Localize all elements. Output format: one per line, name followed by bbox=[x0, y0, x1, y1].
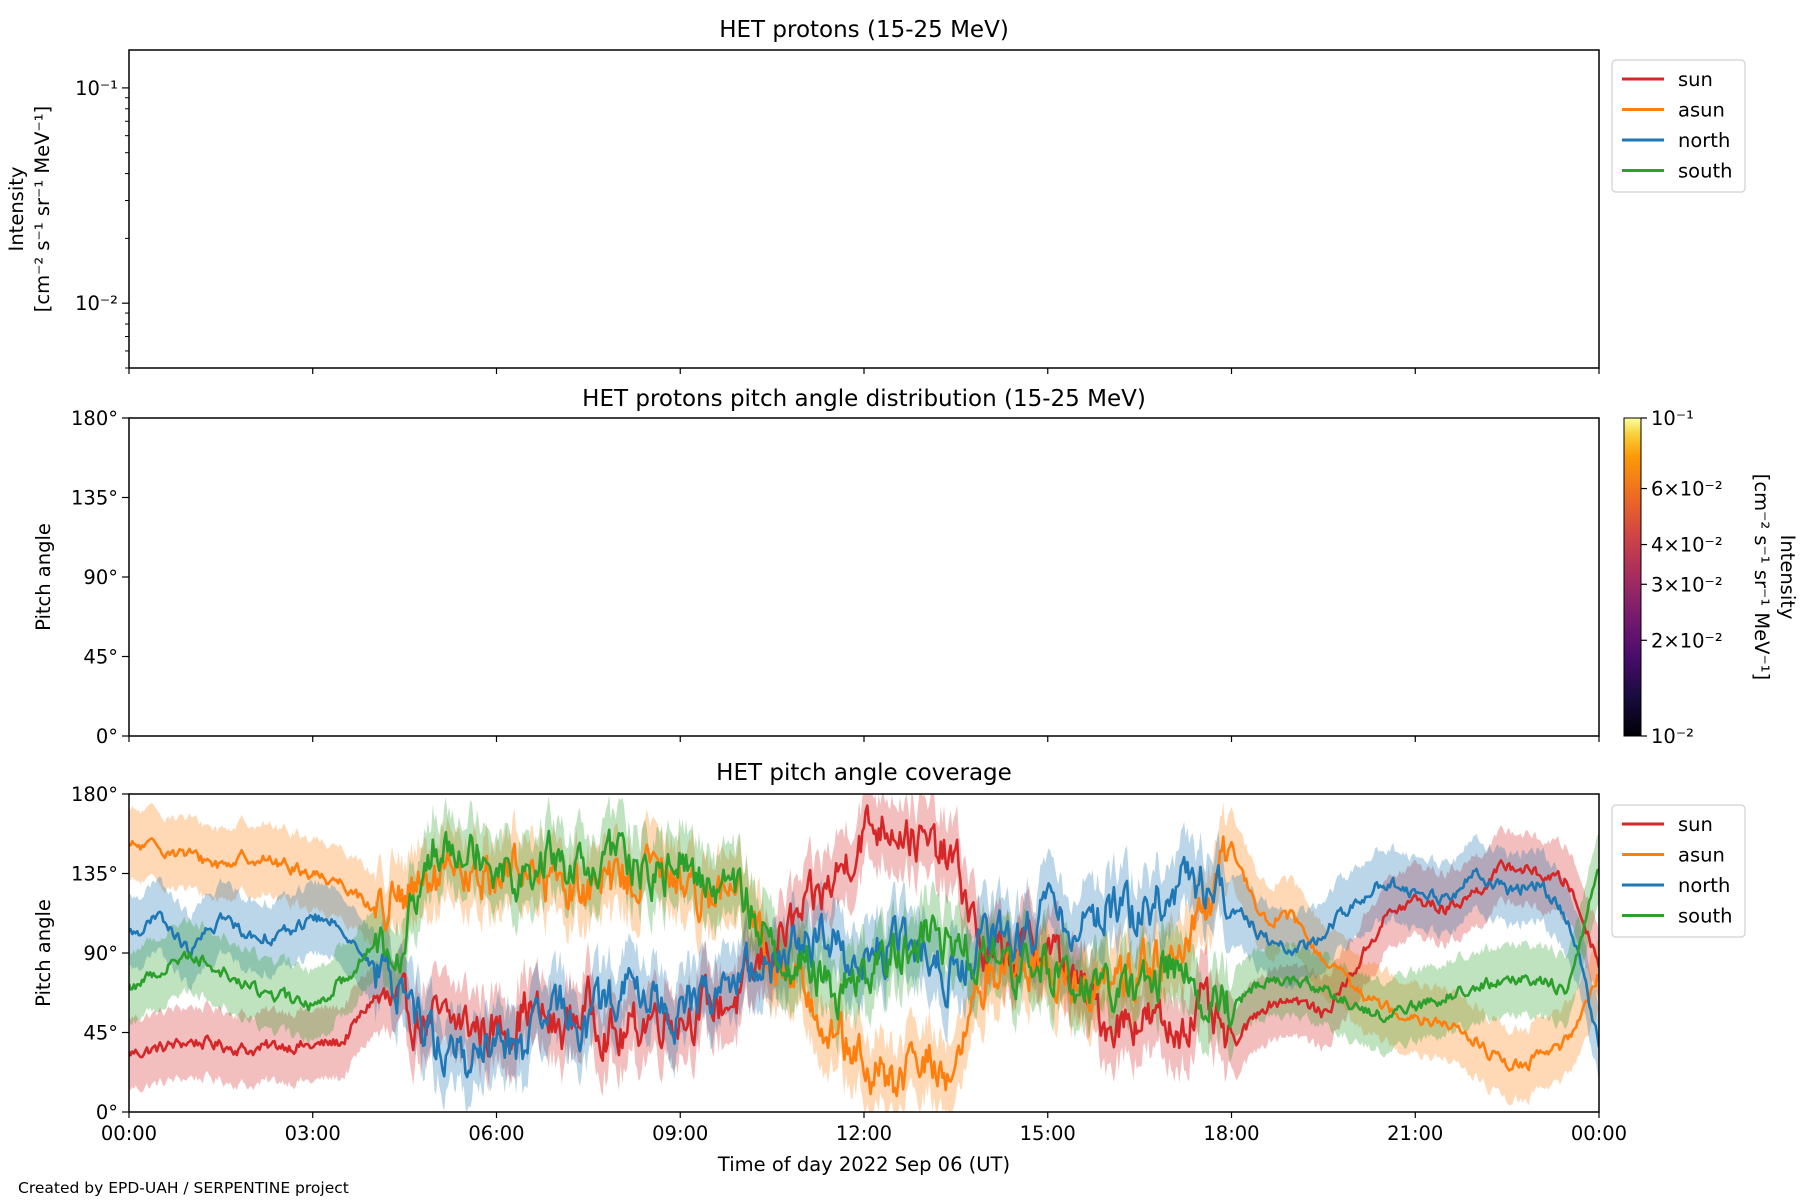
panel1-legend: sun asun north south bbox=[1611, 59, 1746, 193]
y-tick-label: 10⁻² bbox=[75, 292, 118, 315]
panel3-legend: sun asun north south bbox=[1611, 804, 1746, 938]
panel3-y-ticks: 0° 45° 90° 135° 180° bbox=[71, 783, 129, 1124]
y-tick-label: 0° bbox=[96, 725, 118, 748]
coverage-line-north bbox=[129, 855, 1599, 1079]
x-tick-label: 12:00 bbox=[836, 1122, 892, 1145]
x-tick-label: 09:00 bbox=[652, 1122, 708, 1145]
panel-pitch-coverage: HET pitch angle coverage 0° 45° 90° 135° 180… bbox=[32, 760, 1746, 1145]
colorbar-label-line2: [cm⁻² s⁻¹ sr⁻¹ MeV⁻¹] bbox=[1750, 474, 1773, 680]
panel1-ylabel-line2: [cm⁻² s⁻¹ sr⁻¹ MeV⁻¹] bbox=[31, 106, 54, 312]
coverage-line-south bbox=[129, 828, 1599, 1029]
x-axis-label: Time of day 2022 Sep 06 (UT) bbox=[717, 1153, 1010, 1176]
y-tick-label: 90° bbox=[83, 566, 118, 589]
panel-intensity: HET protons (15-25 MeV) 10⁻¹ 10⁻² Intensi… bbox=[5, 17, 1746, 374]
y-tick-label: 180° bbox=[71, 407, 118, 430]
colorbar-tick-label: 10⁻¹ bbox=[1651, 407, 1694, 430]
colorbar-tick-label: 6×10⁻² bbox=[1651, 478, 1723, 501]
legend-label-south: south bbox=[1678, 905, 1732, 928]
panel1-ylabel-line1: Intensity bbox=[5, 167, 28, 252]
x-tick-label: 21:00 bbox=[1387, 1122, 1443, 1145]
x-tick-label: 18:00 bbox=[1203, 1122, 1259, 1145]
panel1-axes-frame bbox=[128, 49, 1600, 369]
x-tick-label: 00:00 bbox=[1571, 1122, 1627, 1145]
legend-label-sun: sun bbox=[1678, 68, 1713, 91]
x-tick-label: 00:00 bbox=[101, 1122, 157, 1145]
colorbar-tick-label: 4×10⁻² bbox=[1651, 534, 1723, 557]
panel2-ylabel: Pitch angle bbox=[32, 523, 55, 631]
coverage-band-south bbox=[129, 794, 1599, 1063]
panel1-y-ticks: 10⁻¹ 10⁻² bbox=[75, 77, 129, 369]
colorbar-tick-label: 3×10⁻² bbox=[1651, 573, 1723, 596]
legend-label-north: north bbox=[1678, 874, 1730, 897]
legend-label-sun: sun bbox=[1678, 813, 1713, 836]
panel3-x-ticks: 00:00 03:00 06:00 09:00 12:00 15:00 18:00 21:00… bbox=[101, 1112, 1627, 1145]
y-tick-label: 180° bbox=[71, 783, 118, 806]
legend-label-north: north bbox=[1678, 129, 1730, 152]
x-tick-label: 06:00 bbox=[468, 1122, 524, 1145]
coverage-line-sun bbox=[129, 804, 1599, 1062]
y-tick-label: 0° bbox=[96, 1101, 118, 1124]
panel2-title: HET protons pitch angle distribution (15… bbox=[582, 386, 1146, 412]
y-tick-label: 135° bbox=[71, 487, 118, 510]
colorbar bbox=[1623, 417, 1642, 737]
credit-text: Created by EPD-UAH / SERPENTINE project bbox=[18, 1179, 349, 1197]
y-tick-label: 135° bbox=[71, 863, 118, 886]
y-tick-label: 45° bbox=[83, 1022, 118, 1045]
panel1-title: HET protons (15-25 MeV) bbox=[719, 17, 1009, 43]
y-tick-label: 90° bbox=[83, 942, 118, 965]
legend-frame bbox=[1611, 804, 1746, 938]
colorbar-label-line1: Intensity bbox=[1776, 535, 1799, 620]
colorbar-tick-label: 10⁻² bbox=[1651, 725, 1694, 748]
x-tick-label: 15:00 bbox=[1020, 1122, 1076, 1145]
coverage-line-asun bbox=[129, 835, 1599, 1098]
panel-pitch-distribution: HET protons pitch angle distribution (15… bbox=[32, 386, 1799, 748]
y-tick-label: 45° bbox=[83, 646, 118, 669]
legend-label-asun: asun bbox=[1678, 844, 1725, 867]
panel2-y-ticks: 0° 45° 90° 135° 180° bbox=[71, 407, 129, 748]
colorbar-tick-label: 2×10⁻² bbox=[1651, 629, 1723, 652]
panel1-x-ticks bbox=[128, 368, 1600, 374]
x-tick-label: 03:00 bbox=[285, 1122, 341, 1145]
panel2-x-ticks bbox=[128, 736, 1600, 742]
legend-frame bbox=[1611, 59, 1746, 193]
panel3-title: HET pitch angle coverage bbox=[716, 760, 1012, 786]
panel2-axes-frame bbox=[128, 417, 1600, 737]
y-tick-label: 10⁻¹ bbox=[75, 77, 118, 100]
legend-label-asun: asun bbox=[1678, 99, 1725, 122]
coverage-lines bbox=[129, 804, 1599, 1098]
colorbar-ticks: 10⁻¹ 6×10⁻² 4×10⁻² 3×10⁻² 2×10⁻² 10⁻² bbox=[1641, 407, 1723, 748]
legend-label-south: south bbox=[1678, 160, 1732, 183]
panel3-ylabel: Pitch angle bbox=[32, 899, 55, 1007]
